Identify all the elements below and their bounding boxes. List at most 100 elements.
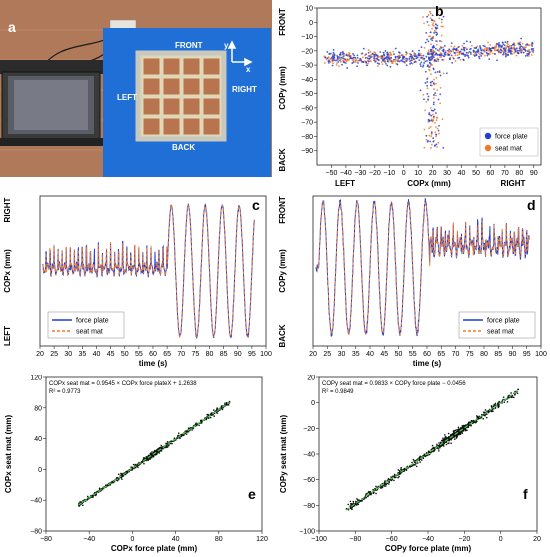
mat-cell: [202, 97, 221, 116]
data-point: [461, 432, 463, 434]
data-point: [439, 442, 442, 444]
data-point: [360, 59, 362, 62]
data-point: [405, 60, 408, 63]
data-point: [412, 54, 415, 57]
data-point: [409, 60, 412, 62]
data-point: [390, 56, 393, 59]
data-point: [455, 437, 458, 439]
data-point: [326, 57, 329, 60]
data-point: [525, 44, 527, 46]
data-point: [369, 59, 372, 62]
data-point: [433, 20, 436, 23]
data-point: [335, 63, 338, 66]
data-point: [386, 60, 389, 63]
y-tick-label: 0: [309, 20, 313, 27]
data-point: [482, 418, 485, 420]
data-point: [442, 50, 445, 53]
data-point: [463, 424, 465, 427]
data-point: [424, 60, 427, 63]
data-point: [433, 108, 436, 111]
data-point: [373, 57, 376, 60]
data-point: [338, 53, 341, 56]
data-point: [433, 97, 435, 99]
x-axis-label: COPx force plate (mm): [111, 544, 198, 553]
data-point: [502, 53, 504, 56]
data-point: [342, 61, 345, 63]
data-point: [428, 113, 431, 116]
data-point: [410, 62, 413, 64]
data-point: [443, 55, 446, 58]
data-point: [398, 54, 401, 57]
data-point: [452, 50, 455, 52]
data-point: [414, 60, 417, 63]
data-point: [434, 23, 437, 26]
x-tick-label: 40: [93, 351, 101, 358]
data-point: [439, 93, 442, 96]
data-point: [521, 47, 523, 50]
x-tick-label: 70: [501, 170, 509, 177]
data-point: [342, 52, 345, 55]
data-point: [504, 41, 507, 44]
data-point: [389, 478, 391, 481]
data-point: [181, 434, 184, 436]
data-point: [411, 56, 414, 58]
data-point: [432, 103, 435, 106]
x-tick-label: 65: [437, 351, 445, 358]
data-point: [195, 422, 197, 424]
data-point: [532, 48, 535, 50]
data-point: [137, 466, 139, 469]
data-point: [448, 439, 450, 441]
regression-equation: COPy seat mat = 0.9833 × COPy force plat…: [322, 381, 466, 387]
data-point: [430, 135, 433, 138]
mat-cell: [162, 117, 181, 136]
data-point: [352, 500, 355, 503]
data-point: [503, 401, 506, 404]
data-point: [448, 437, 450, 439]
data-point: [428, 134, 431, 137]
data-point: [427, 95, 430, 98]
data-point: [433, 78, 435, 81]
data-point: [429, 48, 432, 51]
data-point: [428, 53, 431, 55]
data-point: [430, 119, 433, 122]
data-point: [456, 54, 459, 57]
y-tick-label: 80: [34, 405, 42, 412]
data-point: [433, 29, 436, 32]
data-point: [497, 405, 500, 408]
data-point: [435, 126, 437, 128]
data-point: [420, 46, 423, 49]
x-tick-label: 30: [443, 170, 451, 177]
data-point: [510, 50, 512, 53]
panel-f-chart: −100 −80 −60 −40 −20 0 20 −100 −80 −60 −40 −20 0 20 CO…: [279, 375, 541, 553]
data-point: [424, 82, 427, 84]
data-point: [429, 64, 432, 67]
data-point: [423, 22, 425, 25]
data-point: [397, 60, 399, 63]
data-point: [411, 50, 414, 52]
board-axis-y: y: [224, 41, 229, 50]
data-point: [368, 57, 371, 60]
data-point: [476, 416, 479, 418]
data-point: [392, 58, 395, 61]
data-point: [429, 84, 432, 87]
legend-label-seat-mat: seat mat: [76, 329, 103, 336]
x-tick-label: 90: [509, 351, 517, 358]
data-point: [450, 42, 453, 45]
data-point: [366, 495, 369, 498]
x-tick-label: 55: [135, 351, 143, 358]
data-point: [514, 394, 516, 396]
data-point: [412, 58, 415, 61]
data-point: [386, 482, 389, 485]
y-side-label-bottom: LEFT: [3, 326, 12, 346]
data-point: [524, 49, 527, 52]
data-point: [435, 119, 438, 122]
data-point: [437, 98, 440, 101]
data-point: [112, 481, 114, 484]
mat-cell: [142, 97, 161, 116]
data-point: [382, 51, 385, 54]
data-point: [524, 54, 527, 57]
data-point: [500, 49, 503, 52]
data-point: [430, 43, 432, 46]
data-point: [434, 92, 437, 95]
x-tick-label: 60: [149, 351, 157, 358]
